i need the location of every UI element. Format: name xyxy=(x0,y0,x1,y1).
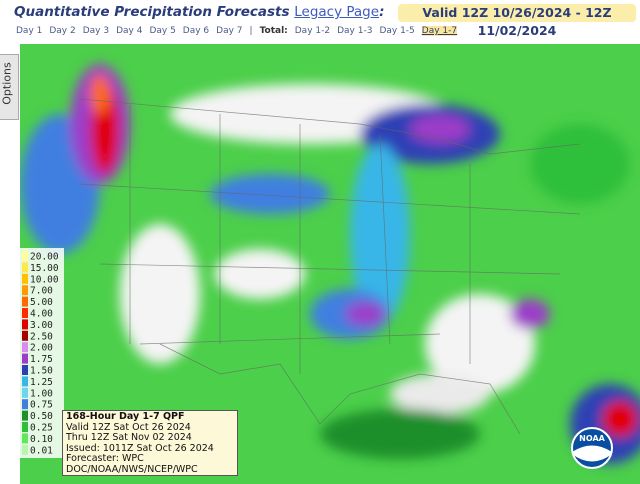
legend-label: 0.01 xyxy=(30,445,53,456)
legend-label: 1.50 xyxy=(30,366,53,377)
total-link[interactable]: Day 1-3 xyxy=(337,26,373,36)
separator: | xyxy=(249,26,253,36)
options-label: Options xyxy=(0,62,14,105)
legend-swatch xyxy=(22,353,28,364)
total-link[interactable]: Day 1-7 xyxy=(421,26,458,36)
legend-swatch xyxy=(22,444,28,455)
day-link[interactable]: Day 1 xyxy=(16,26,43,36)
day-link[interactable]: Day 6 xyxy=(182,26,210,36)
legend-swatch xyxy=(22,365,28,375)
logo-text: NOAA xyxy=(579,434,605,443)
info-line: Valid 12Z Sat Oct 26 2024 xyxy=(66,421,191,433)
legend-swatch xyxy=(22,422,28,432)
legend-label: 15.00 xyxy=(30,263,59,274)
legend-swatch xyxy=(22,308,28,318)
legend-label: 10.00 xyxy=(30,274,59,285)
nav: Day 1 Day 2 Day 3 Day 4 Day 5 Day 6 Day 7 | Tota… xyxy=(16,26,458,36)
legend-swatch xyxy=(22,387,28,398)
total-label: Total: xyxy=(259,26,288,36)
legend-swatch xyxy=(22,319,28,330)
info-line: Issued: 1011Z Sat Oct 26 2024 xyxy=(66,442,214,454)
legend-label: 0.10 xyxy=(30,434,53,445)
legend-label: 1.75 xyxy=(30,354,53,365)
noaa-logo: NOAA xyxy=(571,427,613,469)
legend-label: 7.00 xyxy=(30,286,53,297)
legend-label: 0.75 xyxy=(30,400,53,411)
legend-label: 5.00 xyxy=(30,297,53,308)
legend-swatch xyxy=(22,410,28,421)
info-line: 168-Hour Day 1-7 QPF xyxy=(66,411,185,422)
day-link[interactable]: Day 4 xyxy=(116,26,143,36)
legend-label: 2.50 xyxy=(30,331,53,342)
options-tab[interactable]: Options xyxy=(0,54,19,120)
legend: 20.0015.0010.007.005.004.003.002.502.001… xyxy=(20,248,64,458)
legend-swatch xyxy=(22,285,28,296)
day-link[interactable]: Day 2 xyxy=(49,26,76,36)
info-line: Forecaster: WPC xyxy=(66,453,144,465)
legend-label: 0.50 xyxy=(30,411,53,422)
legend-swatch xyxy=(22,273,28,284)
day-link[interactable]: Day 3 xyxy=(82,26,110,36)
title-row: Quantitative Precipitation Forecasts Leg… xyxy=(14,4,384,20)
day-link[interactable]: Day 5 xyxy=(149,26,176,36)
legend-label: 1.25 xyxy=(30,377,53,388)
legend-swatch xyxy=(22,433,28,444)
legend-label: 20.00 xyxy=(30,252,59,263)
total-link[interactable]: Day 1-2 xyxy=(294,26,331,36)
legend-label: 2.00 xyxy=(30,343,53,354)
legend-label: 3.00 xyxy=(30,320,53,331)
legend-swatch xyxy=(22,342,28,353)
info-box: 168-Hour Day 1-7 QPF Valid 12Z Sat Oct 26… xyxy=(62,410,238,476)
legend-swatch xyxy=(22,262,28,273)
legend-swatch xyxy=(22,296,28,307)
legend-swatch xyxy=(22,399,28,410)
colon: : xyxy=(379,4,385,20)
valid-range: Valid 12Z 10/26/2024 - 12Z 11/02/2024 xyxy=(398,4,636,38)
title: Quantitative Precipitation Forecasts xyxy=(14,4,290,20)
info-line: Thru 12Z Sat Nov 02 2024 xyxy=(66,432,192,444)
legend-label: 4.00 xyxy=(30,309,53,320)
day-link[interactable]: Day 7 xyxy=(216,26,243,36)
legend-swatch xyxy=(22,251,28,261)
legacy-link[interactable]: Legacy Page xyxy=(294,4,380,20)
legend-label: 0.25 xyxy=(30,423,53,434)
legend-label: 1.00 xyxy=(30,388,53,399)
total-link[interactable]: Day 1-5 xyxy=(379,26,415,36)
legend-swatch xyxy=(22,376,28,387)
info-line: DOC/NOAA/NWS/NCEP/WPC xyxy=(66,463,198,475)
legend-swatch xyxy=(22,330,28,341)
